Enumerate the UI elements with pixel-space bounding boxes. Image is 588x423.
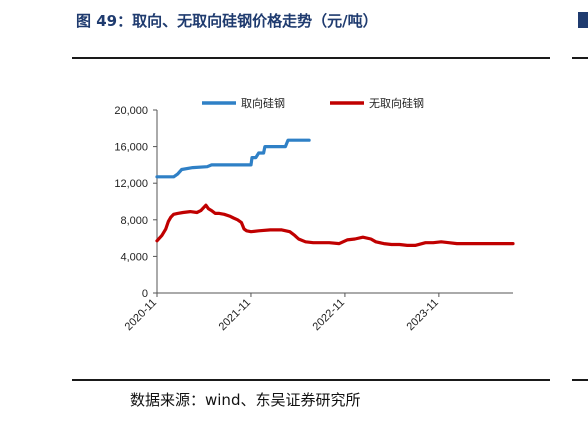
bottom-rule (72, 379, 550, 381)
adjacent-figure-title-edge (578, 12, 588, 28)
y-tick-label: 0 (142, 288, 148, 300)
x-tick-label: 2021-11 (217, 297, 253, 333)
y-tick-label: 8,000 (120, 215, 148, 227)
adjacent-figure-top-rule (572, 57, 588, 59)
x-tick-label: 2023-11 (405, 297, 441, 333)
chart-title: 图 49：取向、无取向硅钢价格走势（元/吨） (76, 12, 378, 30)
legend-label-oriented: 取向硅钢 (241, 96, 285, 110)
y-tick-label: 12,000 (114, 178, 148, 190)
data-source-note: 数据来源：wind、东吴证券研究所 (130, 391, 361, 409)
y-tick-label: 4,000 (120, 251, 148, 263)
non-oriented-silicon-steel-line (155, 203, 515, 247)
x-tick-label: 2022-11 (311, 297, 347, 333)
legend-label-non-oriented: 无取向硅钢 (369, 96, 424, 110)
y-tick-label: 16,000 (114, 142, 148, 154)
x-tick-label: 2020-11 (123, 297, 159, 333)
top-rule (72, 57, 550, 59)
adjacent-figure-bottom-rule (572, 379, 588, 381)
oriented-silicon-steel-line (155, 138, 311, 179)
y-tick-label: 20,000 (114, 105, 148, 117)
